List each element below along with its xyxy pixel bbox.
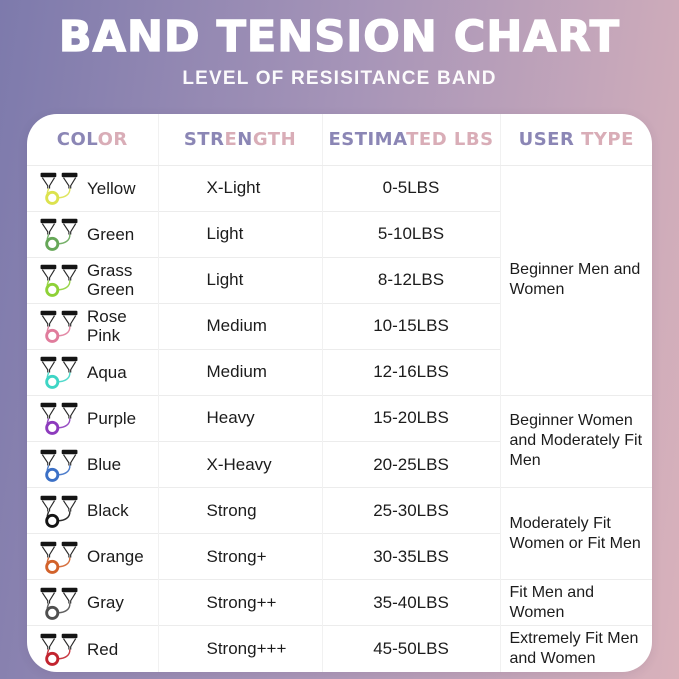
strength-cell: X-Heavy	[158, 440, 323, 488]
estimated-lbs-cell: 5-10LBS	[322, 210, 501, 258]
estimated-lbs-cell: 45-50LBS	[322, 625, 501, 672]
resistance-band-icon	[40, 495, 78, 528]
band-color-name: Rose Pink	[87, 307, 127, 346]
column-header-user-type: USER TYPE	[500, 114, 652, 166]
band-color-name: Grass Green	[87, 261, 135, 300]
estimated-lbs-cell: 35-40LBS	[322, 579, 501, 626]
column-header-color: COLOR	[27, 114, 159, 166]
table-row: Orange Strong+ 30-35LBS	[27, 533, 652, 580]
strength-cell: Strong	[158, 487, 323, 534]
estimated-lbs-cell: 0-5LBS	[322, 164, 501, 212]
band-color-name: Green	[87, 224, 135, 244]
band-tension-table: COLOR STRENGTH ESTIMATED LBS USER TYPE Y…	[27, 114, 652, 672]
band-color-cell: Blue	[27, 440, 159, 488]
band-color-cell: Gray	[27, 579, 159, 626]
strength-cell: Light	[158, 210, 323, 258]
strength-cell: Heavy	[158, 394, 323, 442]
estimated-lbs-cell: 10-15LBS	[322, 302, 501, 350]
resistance-band-icon	[40, 218, 78, 252]
resistance-band-icon	[40, 310, 78, 344]
page-title: BAND TENSION CHART	[58, 12, 621, 62]
band-color-name: Blue	[87, 454, 122, 474]
strength-cell: Medium	[158, 348, 323, 396]
page-header: BAND TENSION CHART LEVEL OF RESISITANCE …	[0, 0, 679, 90]
band-color-cell: Purple	[27, 394, 159, 442]
band-color-name: Orange	[87, 547, 144, 567]
band-color-name: Yellow	[87, 178, 136, 198]
estimated-lbs-cell: 20-25LBS	[322, 440, 501, 488]
chart-card: COLOR STRENGTH ESTIMATED LBS USER TYPE Y…	[27, 114, 652, 672]
band-color-cell: Black	[27, 487, 159, 534]
estimated-lbs-cell: 15-20LBS	[322, 394, 501, 442]
table-row: Yellow X-Light 0-5LBS Beginner Men and Wo…	[27, 164, 652, 396]
table-row: Red Strong+++ 45-50LBS Extremely Fit Men …	[27, 625, 652, 672]
table-row: Purple Heavy 15-20LBS Beginner Women and …	[27, 394, 652, 488]
band-color-cell: Aqua	[27, 348, 159, 396]
resistance-band-icon	[40, 587, 78, 620]
table-row: Black Strong 25-30LBS Moderately Fit Wome…	[27, 487, 652, 580]
table-header-row: COLOR STRENGTH ESTIMATED LBS USER TYPE	[27, 114, 652, 166]
resistance-band-icon	[40, 541, 78, 574]
column-header-strength: STRENGTH	[158, 114, 323, 166]
band-color-name: Gray	[87, 593, 124, 613]
resistance-band-icon	[40, 264, 78, 298]
strength-cell: X-Light	[158, 164, 323, 212]
page-subtitle: LEVEL OF RESISITANCE BAND	[182, 68, 497, 90]
resistance-band-icon	[40, 449, 78, 482]
strength-cell: Strong+++	[158, 625, 323, 672]
resistance-band-icon	[40, 403, 78, 436]
table-row: Blue X-Heavy 20-25LBS	[27, 440, 652, 488]
band-color-cell: Rose Pink	[27, 302, 159, 350]
band-color-cell: Red	[27, 625, 159, 672]
estimated-lbs-cell: 12-16LBS	[322, 348, 501, 396]
band-color-cell: Grass Green	[27, 256, 159, 304]
table-row: Rose Pink Medium 10-15LBS	[27, 302, 652, 350]
column-header-estimated-lbs: ESTIMATED LBS	[322, 114, 501, 166]
user-type-cell: Beginner Men and Women	[500, 164, 652, 396]
strength-cell: Light	[158, 256, 323, 304]
band-color-name: Aqua	[87, 362, 127, 382]
band-color-name: Purple	[87, 408, 137, 428]
band-color-name: Red	[87, 639, 119, 659]
user-type-cell: Extremely Fit Men and Women	[500, 625, 652, 672]
table-row: Aqua Medium 12-16LBS	[27, 348, 652, 396]
resistance-band-icon	[40, 633, 78, 667]
strength-cell: Medium	[158, 302, 323, 350]
estimated-lbs-cell: 30-35LBS	[322, 533, 501, 580]
band-color-cell: Yellow	[27, 164, 159, 212]
band-color-name: Black	[87, 501, 129, 521]
resistance-band-icon	[40, 357, 78, 390]
user-type-cell: Moderately Fit Women or Fit Men	[500, 487, 652, 580]
band-color-cell: Green	[27, 210, 159, 258]
estimated-lbs-cell: 25-30LBS	[322, 487, 501, 534]
table-row: Gray Strong++ 35-40LBS Fit Men and Women	[27, 579, 652, 626]
user-type-cell: Beginner Women and Moderately Fit Men	[500, 394, 652, 488]
band-color-cell: Orange	[27, 533, 159, 580]
user-type-cell: Fit Men and Women	[500, 579, 652, 626]
band-table-body: Yellow X-Light 0-5LBS Beginner Men and Wo…	[27, 164, 652, 672]
estimated-lbs-cell: 8-12LBS	[322, 256, 501, 304]
table-row: Grass Green Light 8-12LBS	[27, 256, 652, 304]
table-row: Green Light 5-10LBS	[27, 210, 652, 258]
strength-cell: Strong++	[158, 579, 323, 626]
strength-cell: Strong+	[158, 533, 323, 580]
resistance-band-icon	[40, 172, 78, 205]
